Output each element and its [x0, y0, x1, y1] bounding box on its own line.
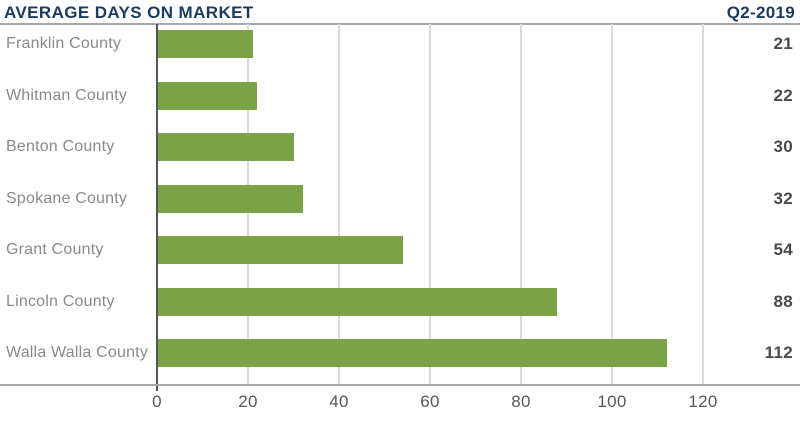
value-label: 21 — [773, 34, 793, 53]
bar-benton-county — [158, 133, 294, 162]
x-tick-label: 120 — [688, 392, 718, 411]
bar-lincoln-county — [158, 287, 558, 316]
gridline-x-60 — [429, 24, 431, 385]
gridline-x-40 — [338, 24, 340, 385]
category-label: Walla Walla County — [6, 344, 149, 362]
value-label: 32 — [773, 188, 793, 208]
gridline-x-120 — [702, 24, 704, 385]
gridline-x-80 — [520, 24, 522, 385]
x-tick-label: 100 — [597, 392, 627, 411]
category-label: Spokane County — [6, 189, 128, 207]
category-label: Whitman County — [6, 86, 128, 104]
x-tick-label: 20 — [238, 392, 258, 411]
plot-top-border — [0, 23, 800, 25]
value-label: 54 — [773, 240, 793, 260]
x-tick-label: 0 — [152, 392, 162, 411]
x-tick-label: 60 — [420, 392, 440, 411]
category-label: Grant County — [6, 241, 104, 259]
chart-period-badge: Q2-2019 — [726, 3, 795, 22]
x-axis-line — [0, 384, 800, 386]
bar-grant-county — [158, 236, 403, 265]
category-label: Benton County — [6, 138, 115, 156]
chart-title: AVERAGE DAYS ON MARKET — [4, 3, 254, 22]
value-label: 30 — [773, 137, 793, 157]
bar-whitman-county — [158, 81, 258, 110]
bar-walla-walla-county — [158, 339, 667, 368]
gridline-x-100 — [611, 24, 613, 385]
value-label: 88 — [773, 291, 793, 311]
value-label: 22 — [773, 85, 793, 105]
x-tick-label: 80 — [511, 392, 531, 411]
bar-spokane-county — [158, 184, 303, 213]
x-tick-label: 40 — [329, 392, 349, 411]
bar-franklin-county — [158, 30, 253, 58]
category-label: Franklin County — [6, 35, 122, 52]
category-label: Lincoln County — [6, 292, 115, 310]
zero-axis-line — [156, 24, 158, 391]
value-label: 112 — [764, 343, 793, 363]
